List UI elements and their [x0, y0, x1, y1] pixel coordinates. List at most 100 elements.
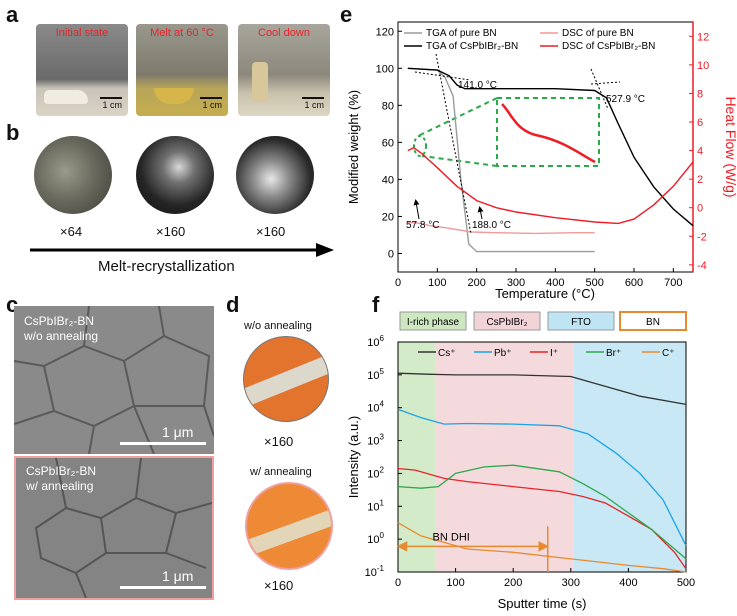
film-circle-without-annealing: [243, 336, 329, 422]
series-line-3: [397, 464, 687, 560]
tangent-line: [435, 53, 472, 235]
series-line-0: [407, 67, 595, 253]
annotation-arrow: [413, 199, 420, 220]
vial-caption: Initial state: [55, 27, 109, 39]
region-header: I-rich phase: [407, 317, 460, 328]
x-tick-label: 500: [585, 277, 603, 289]
x-tick-label: 200: [504, 577, 522, 589]
tangent-line: [414, 71, 471, 81]
magnification-label: ×64: [60, 224, 83, 239]
series-line-0: [397, 372, 687, 406]
y-tick-label: 105: [367, 367, 384, 382]
tangent-line: [590, 68, 609, 110]
x-tick-label: 300: [562, 577, 580, 589]
tangent-line: [590, 81, 621, 85]
series-line-1: [407, 67, 694, 227]
y2-tick-label: 4: [697, 146, 703, 158]
x-tick-label: 0: [395, 577, 401, 589]
y2-tick-label: 8: [697, 88, 703, 100]
film-circle-with-annealing: [245, 482, 333, 570]
series-line-3: [407, 146, 694, 225]
sem-image-without-annealing: CsPbIBr₂-BN w/o annealing 1 μm: [14, 306, 214, 454]
process-arrow: [30, 243, 334, 257]
sem-condition-label: w/o annealing: [24, 329, 99, 343]
legend-entry: TGA of pure BN: [426, 28, 497, 39]
series-line-2: [407, 221, 595, 235]
y-tick-label: 100: [376, 63, 394, 75]
plot-frame: [397, 21, 694, 273]
x-tick-label: 100: [446, 577, 464, 589]
annotation: 188.0 °C: [472, 220, 511, 231]
region-band: [398, 342, 436, 572]
panel-label-a: a: [6, 2, 19, 27]
region-band: [573, 342, 686, 572]
region-header: FTO: [571, 317, 591, 328]
region-header: CsPbIBr₂: [486, 317, 527, 328]
sem-sample-label: CsPbIBr₂-BN: [24, 314, 95, 328]
region-header: BN: [646, 317, 660, 328]
bn-dhi-label: BN DHI: [433, 531, 470, 543]
panel-label-e: e: [340, 2, 353, 27]
x-tick-label: 400: [619, 577, 637, 589]
magnification-label: ×160: [156, 224, 186, 239]
inset-curve: [501, 103, 596, 164]
microscopy-circle-x160-2: [236, 136, 314, 214]
region-header-box: [547, 311, 615, 331]
panel-label-f: f: [372, 292, 380, 317]
legend-entry: C⁺: [662, 348, 675, 359]
y-tick-label: 10-1: [365, 564, 385, 579]
annotation-arrow: [477, 206, 484, 220]
x-tick-label: 100: [428, 277, 446, 289]
vial-caption: Melt at 60 °C: [150, 27, 214, 39]
y2-tick-label: -2: [697, 231, 707, 243]
film-title-with-annealing: w/ annealing: [250, 466, 312, 478]
tof-sims-chart: I-rich phase CsPbIBr₂ FTO BN 0 100 200 300 4…: [346, 311, 695, 611]
plot-frame: [397, 341, 687, 573]
sem-scale-label: 1 μm: [162, 424, 194, 440]
y-tick-label: 60: [382, 137, 394, 149]
inset-box: [496, 97, 600, 167]
sem-image-with-annealing: CsPbIBr₂-BN w/ annealing 1 μm: [14, 456, 214, 600]
region-header-box: [619, 311, 687, 331]
y-tick-label: 120: [376, 26, 394, 38]
y-axis-label: Intensity (a.u.): [346, 416, 361, 498]
y2-tick-label: -4: [697, 260, 707, 272]
tga-dsc-chart: 0 100 200 300 400 500 600 700020406080100120-4-…: [346, 21, 737, 301]
panel-label-d: d: [226, 292, 240, 317]
x-tick-label: 200: [467, 277, 485, 289]
x-axis-label: Temperature (°C): [495, 286, 595, 301]
film-magnification: ×160: [264, 578, 294, 593]
annotation: 57.8 °C: [406, 220, 439, 231]
annotation: 527.9 °C: [606, 94, 645, 105]
legend-entry: Cs⁺: [438, 348, 456, 359]
x-tick-label: 0: [395, 277, 401, 289]
y-tick-label: 101: [367, 498, 384, 513]
y-tick-label: 100: [367, 531, 384, 546]
scale-label: 1 cm: [102, 100, 122, 110]
inset-connector: [417, 97, 498, 137]
microscopy-circle-x64: [34, 136, 112, 214]
vial-initial-state: Initial state 1 cm: [36, 24, 128, 116]
legend-entry: Pb⁺: [494, 348, 512, 359]
x-tick-label: 700: [664, 277, 682, 289]
region-band: [435, 342, 574, 572]
film-title-without-annealing: w/o annealing: [244, 320, 312, 332]
legend-entry: DSC of CsPbIBr₂-BN: [562, 41, 655, 52]
y2-tick-label: 0: [697, 203, 703, 215]
y2-tick-label: 6: [697, 117, 703, 129]
legend-entry: DSC of pure BN: [562, 28, 634, 39]
microscopy-circle-x160-1: [136, 136, 214, 214]
magnification-label: ×160: [256, 224, 286, 239]
y-tick-label: 0: [388, 248, 394, 260]
y-axis-label: Modified weight (%): [346, 90, 361, 204]
y-tick-label: 40: [382, 174, 394, 186]
region-header-box: [399, 311, 467, 331]
scale-label: 1 cm: [202, 100, 222, 110]
arrow-label: Melt-recrystallization: [98, 258, 235, 275]
series-line-1: [397, 408, 687, 546]
vial-melt: Melt at 60 °C 1 cm: [136, 24, 228, 116]
film-magnification: ×160: [264, 434, 294, 449]
x-tick-label: 600: [625, 277, 643, 289]
x-tick-label: 500: [677, 577, 695, 589]
legend-entry: Br⁺: [606, 348, 621, 359]
